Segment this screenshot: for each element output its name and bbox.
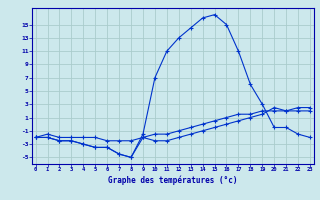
X-axis label: Graphe des températures (°c): Graphe des températures (°c) <box>108 175 237 185</box>
